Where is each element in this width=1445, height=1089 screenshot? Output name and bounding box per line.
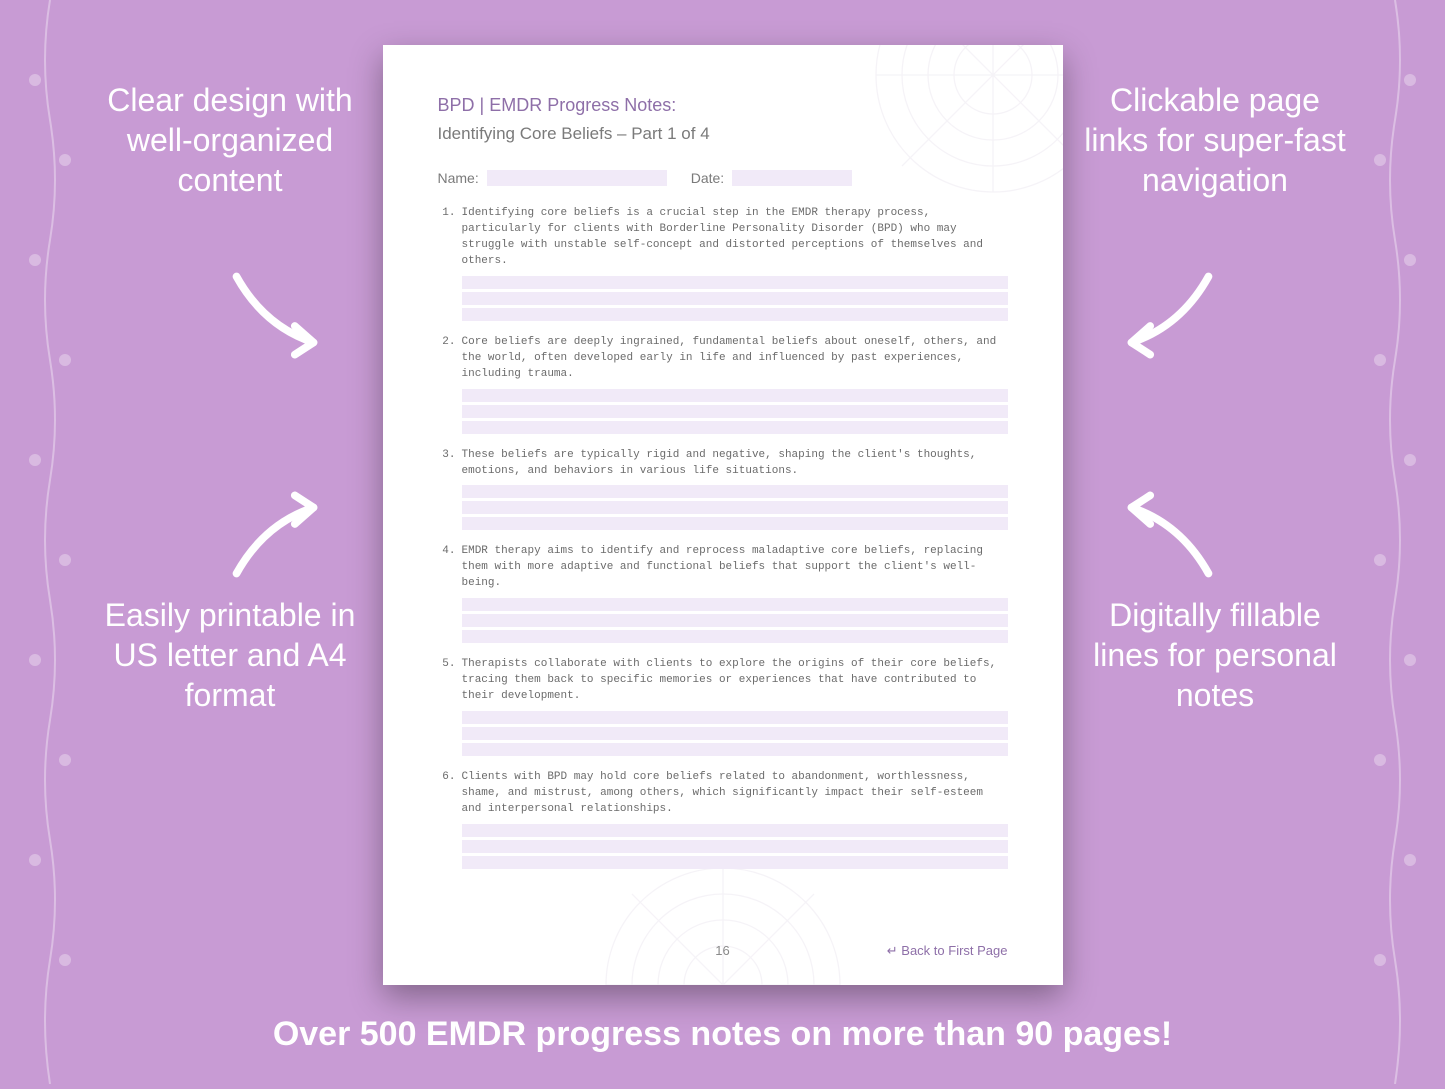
arrow-icon xyxy=(220,260,330,370)
item-text: Identifying core beliefs is a crucial st… xyxy=(462,206,1008,270)
fillable-line[interactable] xyxy=(462,421,1008,434)
fillable-line[interactable] xyxy=(462,840,1008,853)
fillable-line[interactable] xyxy=(462,614,1008,627)
tagline: Over 500 EMDR progress notes on more tha… xyxy=(0,1015,1445,1054)
item-text: Therapists collaborate with clients to e… xyxy=(462,657,1008,705)
date-label: Date: xyxy=(691,170,724,186)
name-label: Name: xyxy=(438,170,479,186)
note-item: 5.Therapists collaborate with clients to… xyxy=(438,657,1008,756)
callout-bottom-right: Digitally fillable lines for personal no… xyxy=(1075,595,1355,715)
mandala-decoration xyxy=(593,855,853,985)
callout-top-right: Clickable page links for super-fast navi… xyxy=(1075,80,1355,200)
item-text: These beliefs are typically rigid and ne… xyxy=(462,448,1008,480)
item-text: Clients with BPD may hold core beliefs r… xyxy=(462,770,1008,818)
date-input[interactable] xyxy=(732,170,852,186)
document-title: BPD | EMDR Progress Notes: xyxy=(438,95,1008,116)
arrow-icon xyxy=(1115,260,1225,370)
name-input[interactable] xyxy=(487,170,667,186)
fillable-line[interactable] xyxy=(462,743,1008,756)
note-item: 4.EMDR therapy aims to identify and repr… xyxy=(438,544,1008,643)
item-number: 1. xyxy=(438,206,456,270)
arrow-icon xyxy=(1115,480,1225,590)
arrow-icon xyxy=(220,480,330,590)
note-item: 2.Core beliefs are deeply ingrained, fun… xyxy=(438,335,1008,434)
fillable-line[interactable] xyxy=(462,727,1008,740)
fillable-line[interactable] xyxy=(462,292,1008,305)
fillable-line[interactable] xyxy=(462,598,1008,611)
item-number: 2. xyxy=(438,335,456,383)
page-number: 16 xyxy=(715,943,729,958)
item-text: EMDR therapy aims to identify and reproc… xyxy=(462,544,1008,592)
item-number: 4. xyxy=(438,544,456,592)
decorative-vine-left xyxy=(10,0,90,1084)
fillable-line[interactable] xyxy=(462,824,1008,837)
fillable-line[interactable] xyxy=(462,276,1008,289)
decorative-vine-right xyxy=(1355,0,1435,1084)
fillable-line[interactable] xyxy=(462,517,1008,530)
callout-top-left: Clear design with well-organized content xyxy=(90,80,370,200)
fillable-line[interactable] xyxy=(462,501,1008,514)
fillable-line[interactable] xyxy=(462,389,1008,402)
fillable-line[interactable] xyxy=(462,485,1008,498)
note-item: 3.These beliefs are typically rigid and … xyxy=(438,448,1008,531)
fillable-line[interactable] xyxy=(462,405,1008,418)
item-number: 6. xyxy=(438,770,456,818)
document-subtitle: Identifying Core Beliefs – Part 1 of 4 xyxy=(438,124,1008,144)
document-page: BPD | EMDR Progress Notes: Identifying C… xyxy=(383,45,1063,985)
item-number: 3. xyxy=(438,448,456,480)
item-number: 5. xyxy=(438,657,456,705)
callout-bottom-left: Easily printable in US letter and A4 for… xyxy=(90,595,370,715)
item-text: Core beliefs are deeply ingrained, funda… xyxy=(462,335,1008,383)
fillable-line[interactable] xyxy=(462,630,1008,643)
fillable-line[interactable] xyxy=(462,711,1008,724)
back-to-first-link[interactable]: ↵ Back to First Page xyxy=(887,943,1008,959)
note-item: 6.Clients with BPD may hold core beliefs… xyxy=(438,770,1008,869)
note-item: 1.Identifying core beliefs is a crucial … xyxy=(438,206,1008,321)
fillable-line[interactable] xyxy=(462,308,1008,321)
fillable-line[interactable] xyxy=(462,856,1008,869)
